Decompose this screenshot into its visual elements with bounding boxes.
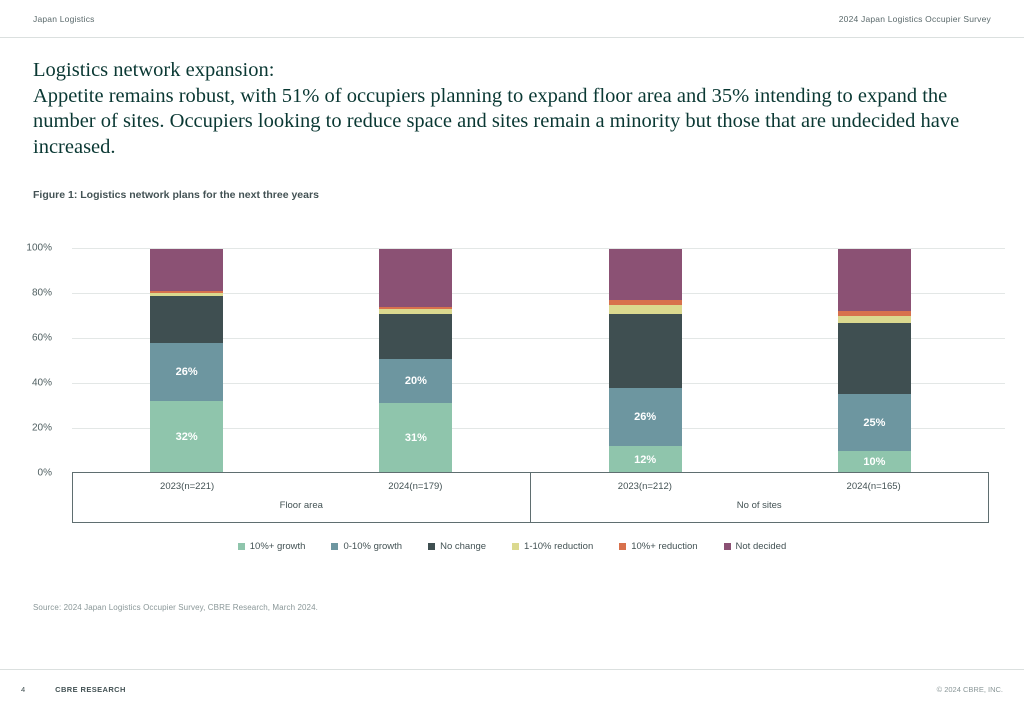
bar-segment — [150, 293, 224, 296]
footer-brand: CBRE RESEARCH — [55, 685, 126, 694]
y-tick-label: 0% — [37, 467, 52, 478]
group-label: Floor area — [279, 500, 323, 511]
source-note: Source: 2024 Japan Logistics Occupier Su… — [33, 603, 318, 612]
gridline — [72, 337, 1005, 339]
segment-label: 31% — [404, 432, 427, 445]
bar-segment: 10% — [837, 450, 911, 473]
legend-label: 1-10% reduction — [524, 541, 594, 552]
bar-segment — [837, 322, 911, 395]
bar-segment — [150, 295, 224, 343]
gridline — [72, 292, 1005, 294]
gridline — [72, 427, 1005, 429]
bar-segment — [379, 309, 453, 314]
bar-segment — [837, 315, 911, 323]
category-label: 2023(n=212) — [617, 481, 672, 492]
header-right-label: 2024 Japan Logistics Occupier Survey — [838, 13, 991, 24]
footer-left: 4 CBRE RESEARCH — [21, 685, 126, 694]
bar-segment — [608, 248, 682, 301]
plot-area: 32% 26% 31% 20% 12% 26% 10% 25% — [72, 248, 1005, 473]
headline-line1: Logistics network expansion: — [33, 59, 275, 81]
legend-swatch — [428, 543, 436, 550]
x-axis-table: 2023(n=221) 2024(n=179) Floor area 2023(n=2… — [72, 472, 989, 523]
axis-group-column: 2023(n=221) 2024(n=179) Floor area — [73, 473, 531, 522]
segment-label: 32% — [175, 431, 198, 444]
chart-legend: 10%+ growth 0-10% growth No change 1-10% re… — [0, 541, 1024, 552]
legend-item: 10%+ reduction — [619, 541, 698, 552]
bar-segment — [608, 313, 682, 388]
bar-segment — [150, 291, 224, 294]
legend-label: 10%+ growth — [249, 541, 306, 552]
legend-item: 0-10% growth — [331, 541, 402, 552]
legend-swatch — [237, 543, 245, 550]
bar: 32% 26% — [150, 248, 224, 473]
bar-segment: 26% — [608, 387, 682, 447]
bar-segment: 26% — [150, 342, 224, 402]
legend-label: No change — [440, 541, 487, 552]
page-header: Japan Logistics 2024 Japan Logistics Occ… — [0, 0, 1024, 38]
gridline — [72, 382, 1005, 384]
bar-segment: 32% — [150, 401, 224, 473]
bar-segment: 25% — [837, 394, 911, 451]
bar-segment — [837, 248, 911, 312]
segment-label: 12% — [634, 453, 657, 466]
bar-segment — [608, 304, 682, 314]
page-footer: 4 CBRE RESEARCH © 2024 CBRE, INC. — [0, 669, 1024, 709]
legend-label: 0-10% growth — [343, 541, 403, 552]
legend-label: 10%+ reduction — [631, 541, 698, 552]
legend-swatch — [331, 543, 339, 550]
bar-segment: 20% — [379, 358, 453, 404]
y-tick-label: 40% — [31, 377, 52, 389]
category-label: 2024(n=179) — [388, 481, 443, 492]
segment-label: 20% — [404, 374, 427, 387]
bar-segment — [379, 313, 453, 359]
group-label: No of sites — [736, 500, 782, 511]
y-tick-label: 80% — [31, 287, 52, 299]
axis-group-column: 2023(n=212) 2024(n=165) No of sites — [531, 473, 989, 522]
legend-label: Not decided — [735, 541, 787, 552]
category-label-row: 2023(n=221) 2024(n=179) — [73, 473, 530, 500]
segment-label: 10% — [863, 455, 886, 468]
headline-body: Appetite remains robust, with 51% of occ… — [33, 84, 960, 158]
gridline — [72, 248, 1005, 249]
footer-copyright: © 2024 CBRE, INC. — [936, 685, 1003, 694]
bar-segment — [150, 248, 224, 292]
y-tick-label: 100% — [26, 242, 52, 254]
legend-swatch — [619, 543, 627, 550]
segment-label: 26% — [634, 410, 657, 423]
bar-segment — [379, 306, 453, 310]
header-left-label: Japan Logistics — [33, 13, 95, 24]
bar-segment: 31% — [379, 403, 453, 473]
bar-segment: 12% — [608, 446, 682, 473]
bar: 10% 25% — [837, 248, 911, 473]
segment-label: 26% — [175, 365, 198, 378]
bar-segment — [837, 311, 911, 316]
category-label: 2024(n=165) — [846, 481, 901, 492]
category-label: 2023(n=221) — [160, 481, 215, 492]
legend-item: No change — [428, 541, 486, 552]
bar-segment — [608, 300, 682, 305]
bar: 31% 20% — [379, 248, 453, 473]
y-tick-label: 60% — [31, 332, 52, 344]
legend-item: 10%+ growth — [237, 541, 306, 552]
segment-label: 25% — [863, 416, 886, 429]
headline: Logistics network expansion: Appetite re… — [33, 58, 978, 160]
page-number: 4 — [21, 685, 26, 694]
legend-item: 1-10% reduction — [512, 541, 593, 552]
legend-swatch — [512, 543, 520, 550]
legend-item: Not decided — [723, 541, 787, 552]
y-axis-labels: 0% 20% 40% 60% 80% 100% — [0, 243, 62, 479]
legend-swatch — [723, 543, 731, 550]
bar-segment — [379, 248, 453, 307]
y-tick-label: 20% — [31, 422, 52, 434]
category-label-row: 2023(n=212) 2024(n=165) — [531, 473, 989, 500]
bar: 12% 26% — [608, 248, 682, 473]
figure-caption: Figure 1: Logistics network plans for th… — [33, 189, 319, 201]
